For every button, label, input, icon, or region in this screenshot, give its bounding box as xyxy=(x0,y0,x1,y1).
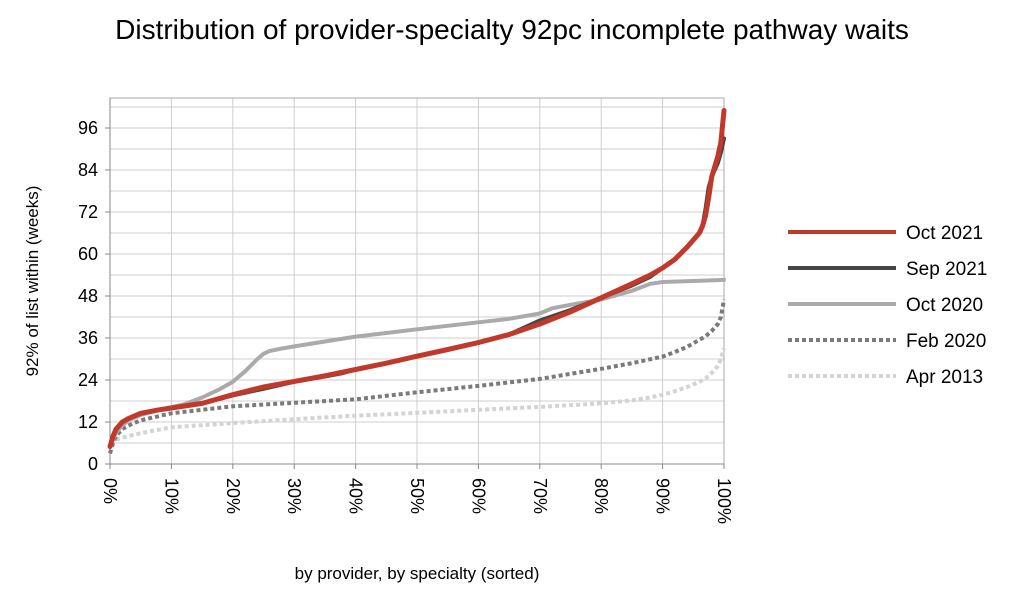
x-tick-label: 100% xyxy=(714,478,734,524)
y-tick-label: 24 xyxy=(78,370,98,390)
y-tick-labels: 0 12 24 36 48 60 72 84 96 xyxy=(78,118,110,474)
legend-label: Oct 2021 xyxy=(906,223,983,244)
y-tick-label: 12 xyxy=(78,412,98,432)
x-tick-label: 0% xyxy=(100,478,120,504)
chart-title: Distribution of provider-specialty 92pc … xyxy=(115,14,909,45)
y-tick-label: 48 xyxy=(78,286,98,306)
legend-label: Oct 2020 xyxy=(906,295,983,316)
y-tick-label: 72 xyxy=(78,202,98,222)
y-tick-label: 96 xyxy=(78,118,98,138)
x-tick-labels: 0% 10% 20% 30% 40% 50% 60% 70% 80% 90% 100% xyxy=(100,464,734,524)
series-line-feb-2020 xyxy=(108,299,726,455)
legend-label: Feb 2020 xyxy=(906,331,986,352)
series-line-apr-2013 xyxy=(109,347,726,445)
x-tick-label: 70% xyxy=(530,478,550,514)
x-axis-title: by provider, by specialty (sorted) xyxy=(295,564,540,583)
x-tick-label: 60% xyxy=(468,478,488,514)
x-tick-label: 20% xyxy=(223,478,243,514)
x-tick-label: 50% xyxy=(407,478,427,514)
x-tick-label: 40% xyxy=(346,478,366,514)
series-lines xyxy=(107,108,727,455)
legend-label: Apr 2013 xyxy=(906,367,983,388)
x-tick-label: 30% xyxy=(284,478,304,514)
x-tick-label: 10% xyxy=(161,478,181,514)
gridlines xyxy=(109,98,725,464)
x-tick-label: 80% xyxy=(591,478,611,514)
y-axis-title: 92% of list within (weeks) xyxy=(23,186,42,377)
y-tick-label: 84 xyxy=(78,160,98,180)
y-tick-label: 60 xyxy=(78,244,98,264)
y-tick-label: 0 xyxy=(88,454,98,474)
series-line-oct-2021 xyxy=(107,108,727,449)
legend-label: Sep 2021 xyxy=(906,259,987,280)
x-tick-label: 90% xyxy=(653,478,673,514)
y-tick-label: 36 xyxy=(78,328,98,348)
legend: Oct 2021 Sep 2021 Oct 2020 Feb 2020 Apr 2013 xyxy=(788,223,987,388)
